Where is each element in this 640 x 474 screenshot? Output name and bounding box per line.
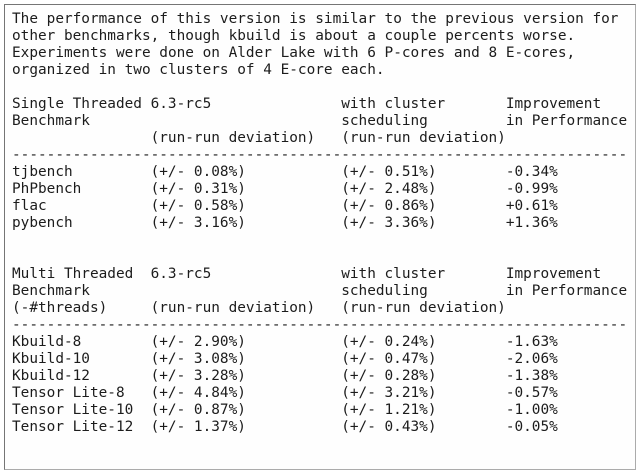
table-header-line: (-#threads) (run-run deviation) (run-run d… <box>12 300 631 317</box>
table-row: Tensor Lite-12 (+/- 1.37%) (+/- 0.43%) -0.0… <box>12 419 631 436</box>
benchmark-name: pybench <box>12 215 73 231</box>
header-col-cluster: (run-run deviation) <box>341 300 506 316</box>
table-row: tjbench (+/- 0.08%) (+/- 0.51%) -0.34% <box>12 164 631 181</box>
blank-line <box>12 79 631 96</box>
table-row: Tensor Lite-10 (+/- 0.87%) (+/- 1.21%) -1.0… <box>12 402 631 419</box>
benchmark-name: Tensor Lite-10 <box>12 402 134 418</box>
header-col-improvement <box>506 300 631 317</box>
improvement-value: -0.34% <box>505 164 558 180</box>
baseline-deviation: (+/- 0.87%) <box>150 402 246 418</box>
header-col-baseline <box>151 283 342 300</box>
header-col-cluster: scheduling <box>341 113 428 129</box>
baseline-deviation: (+/- 3.16%) <box>150 215 246 231</box>
cluster-deviation: (+/- 3.36%) <box>341 215 437 231</box>
header-col-baseline <box>151 113 342 130</box>
cluster-deviation: (+/- 2.48%) <box>341 181 437 197</box>
improvement-value: -1.63% <box>505 334 558 350</box>
improvement-value: +1.36% <box>505 215 558 231</box>
benchmark-name: Tensor Lite-12 <box>12 419 134 435</box>
benchmark-name: Kbuild-8 <box>12 334 82 350</box>
table-row: Kbuild-8 (+/- 2.90%) (+/- 0.24%) -1.63% <box>12 334 631 351</box>
header-col-cluster: with cluster <box>341 266 446 282</box>
header-col-baseline: (run-run deviation) <box>150 130 316 146</box>
benchmark-name: PhPbench <box>12 181 82 197</box>
benchmark-name: tjbench <box>12 164 73 180</box>
header-col-benchmark <box>12 130 151 147</box>
intro-line: other benchmarks, though kbuild is about… <box>12 28 576 44</box>
benchmark-name: flac <box>12 198 47 214</box>
baseline-deviation: (+/- 0.08%) <box>150 164 246 180</box>
table-separator: ----------------------------------------… <box>12 317 628 333</box>
header-col-benchmark: (-#threads) <box>12 300 108 316</box>
cluster-deviation: (+/- 0.28%) <box>341 368 437 384</box>
baseline-deviation: (+/- 1.37%) <box>150 419 246 435</box>
cluster-deviation: (+/- 1.21%) <box>341 402 437 418</box>
baseline-deviation: (+/- 0.58%) <box>150 198 246 214</box>
table-header-line: Single Threaded 6.3-rc5 with cluster Improv… <box>12 96 631 113</box>
improvement-value: -1.38% <box>505 368 558 384</box>
header-col-cluster: scheduling <box>341 283 428 299</box>
improvement-value: +0.61% <box>505 198 558 214</box>
improvement-value: -2.06% <box>505 351 558 367</box>
table-row: Tensor Lite-8 (+/- 4.84%) (+/- 3.21%) -0.57… <box>12 385 631 402</box>
table-row: flac (+/- 0.58%) (+/- 0.86%) +0.61% <box>12 198 631 215</box>
intro-line: Experiments were done on Alder Lake with… <box>12 45 576 61</box>
header-col-cluster: with cluster <box>341 96 446 112</box>
baseline-deviation: (+/- 3.28%) <box>150 368 246 384</box>
header-col-baseline: (run-run deviation) <box>150 300 316 316</box>
improvement-value: -1.00% <box>505 402 558 418</box>
cluster-deviation: (+/- 3.21%) <box>341 385 437 401</box>
cluster-deviation: (+/- 0.86%) <box>341 198 437 214</box>
cluster-deviation: (+/- 0.51%) <box>341 164 437 180</box>
header-col-benchmark: Single Threaded <box>12 96 142 112</box>
table-header-line: Benchmark scheduling in Performance <box>12 113 631 130</box>
table-row: Kbuild-12 (+/- 3.28%) (+/- 0.28%) -1.38% <box>12 368 631 385</box>
benchmark-report: The performance of this version is simil… <box>4 4 636 470</box>
cluster-deviation: (+/- 0.24%) <box>341 334 437 350</box>
multi-threaded-table: Multi Threaded 6.3-rc5 with cluster Improve… <box>12 266 631 436</box>
header-col-improvement: in Performance <box>505 113 628 129</box>
header-col-baseline: 6.3-rc5 <box>150 96 212 112</box>
baseline-deviation: (+/- 4.84%) <box>150 385 246 401</box>
header-col-improvement <box>506 130 631 147</box>
baseline-deviation: (+/- 3.08%) <box>150 351 246 367</box>
benchmark-name: Kbuild-10 <box>12 351 90 367</box>
header-col-improvement: Improvement <box>505 266 602 282</box>
header-col-baseline: 6.3-rc5 <box>150 266 212 282</box>
table-separator: ----------------------------------------… <box>12 147 628 163</box>
improvement-value: -0.57% <box>505 385 558 401</box>
table-row: pybench (+/- 3.16%) (+/- 3.36%) +1.36% <box>12 215 631 232</box>
intro-line: The performance of this version is simil… <box>12 11 619 27</box>
header-col-benchmark: Multi Threaded <box>12 266 134 282</box>
table-header-line: Benchmark scheduling in Performance <box>12 283 631 300</box>
single-threaded-table: Single Threaded 6.3-rc5 with cluster Improv… <box>12 96 631 232</box>
blank-lines <box>12 232 631 266</box>
table-header-line: Multi Threaded 6.3-rc5 with cluster Improve… <box>12 266 631 283</box>
benchmark-name: Kbuild-12 <box>12 368 90 384</box>
table-row: Kbuild-10 (+/- 3.08%) (+/- 0.47%) -2.06% <box>12 351 631 368</box>
baseline-deviation: (+/- 0.31%) <box>150 181 246 197</box>
intro-line: organized in two clusters of 4 E-core ea… <box>12 62 385 78</box>
table-header-line: (run-run deviation) (run-run deviation) <box>12 130 631 147</box>
improvement-value: -0.05% <box>505 419 558 435</box>
cluster-deviation: (+/- 0.47%) <box>341 351 437 367</box>
header-col-improvement: Improvement <box>505 96 602 112</box>
table-row: PhPbench (+/- 0.31%) (+/- 2.48%) -0.99% <box>12 181 631 198</box>
header-col-improvement: in Performance <box>505 283 628 299</box>
improvement-value: -0.99% <box>505 181 558 197</box>
header-col-cluster: (run-run deviation) <box>341 130 506 146</box>
benchmark-name: Tensor Lite-8 <box>12 385 125 401</box>
cluster-deviation: (+/- 0.43%) <box>341 419 437 435</box>
baseline-deviation: (+/- 2.90%) <box>150 334 246 350</box>
header-col-benchmark: Benchmark <box>12 283 90 299</box>
intro-paragraph: The performance of this version is simil… <box>12 11 631 79</box>
header-col-benchmark: Benchmark <box>12 113 90 129</box>
